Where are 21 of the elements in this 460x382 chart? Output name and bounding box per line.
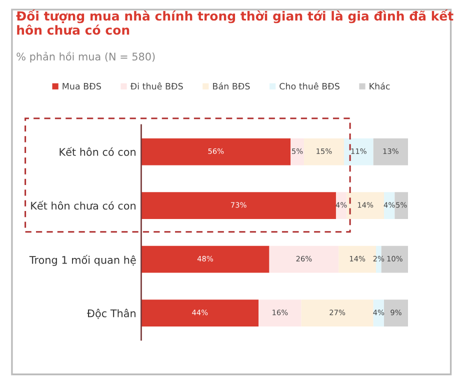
chart-subtitle: % phản hồi mua (N = 580) <box>16 52 155 63</box>
legend-label: Khác <box>370 82 390 90</box>
chart-title: Đối tượng mua nhà chính trong thời gian tới là gia đình đã kết hôn chưa có con <box>16 10 454 35</box>
bar <box>141 300 259 327</box>
bar <box>141 138 291 166</box>
y-tick-label: Trong 1 mối quan hệ <box>29 254 136 266</box>
bar <box>384 192 395 220</box>
bar <box>344 138 374 166</box>
bar <box>373 138 408 166</box>
bar <box>384 300 408 327</box>
bar <box>141 192 336 220</box>
y-tick-label: Kết hôn chưa có con <box>31 200 136 210</box>
y-tick-label: Kết hôn có con <box>60 146 136 156</box>
legend-label: Mua BĐS <box>62 82 101 90</box>
bar <box>141 246 270 273</box>
legend-label: Đi thuê BĐS <box>130 82 183 90</box>
legend-label: Cho thuê BĐS <box>280 82 340 90</box>
y-tick-label: Độc Thân <box>86 308 136 320</box>
bar <box>394 192 408 220</box>
bar <box>373 300 384 327</box>
legend-label: Bán BĐS <box>213 82 250 90</box>
